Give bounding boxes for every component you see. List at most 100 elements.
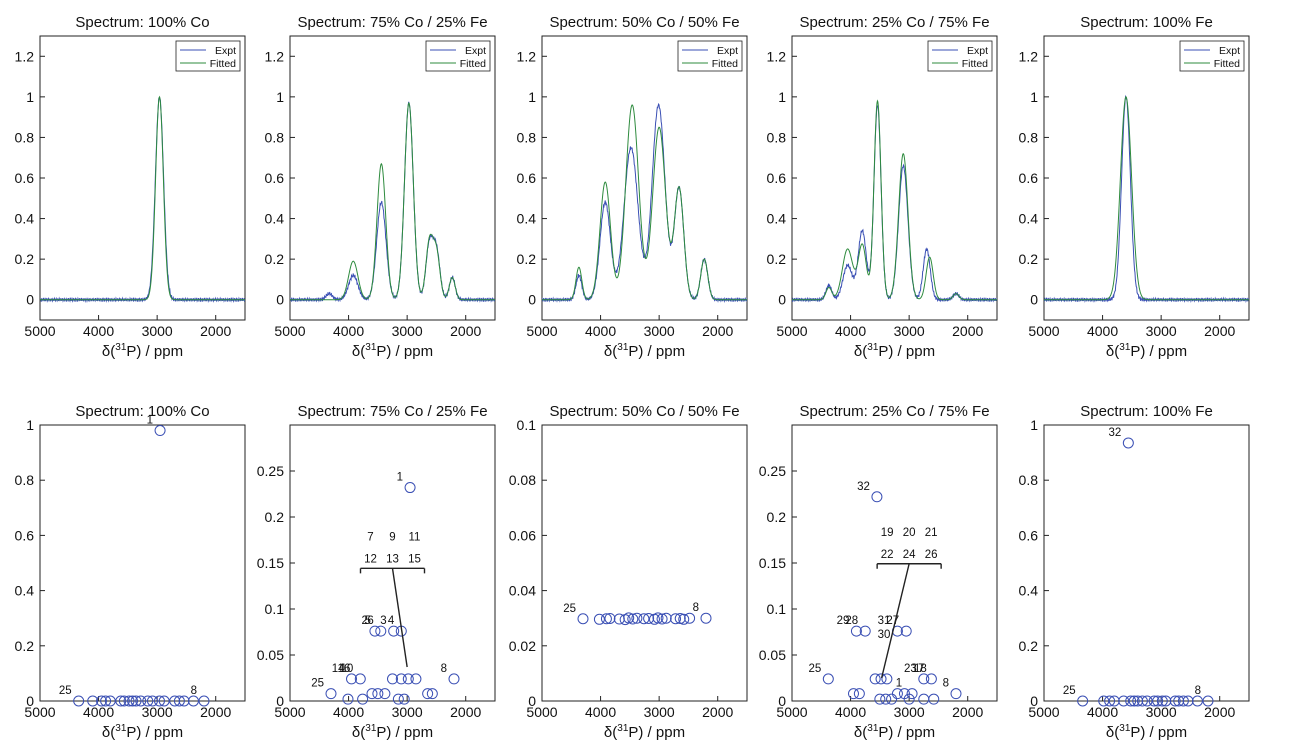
point-label: 4 bbox=[388, 615, 395, 627]
x-tick-label: 3000 bbox=[142, 704, 173, 720]
y-tick-label: 1.2 bbox=[767, 48, 787, 64]
data-point bbox=[392, 693, 404, 705]
data-point bbox=[1173, 695, 1185, 707]
y-tick-label: 0 bbox=[276, 292, 284, 308]
y-tick-label: 0 bbox=[778, 292, 786, 308]
chart-title: Spectrum: 25% Co / 75% Fe bbox=[799, 14, 989, 31]
data-point bbox=[372, 688, 384, 700]
y-tick-label: 0.2 bbox=[767, 509, 787, 525]
x-axis-label: δ(31P) / ppm bbox=[352, 723, 433, 741]
legend-label: Fitted bbox=[712, 58, 738, 70]
x-tick-label: 3000 bbox=[644, 704, 675, 720]
y-tick-label: 0 bbox=[1030, 292, 1038, 308]
chart-title: Spectrum: 100% Fe bbox=[1080, 14, 1213, 31]
data-point bbox=[346, 673, 357, 685]
data-point bbox=[115, 695, 127, 707]
y-tick-label: 0 bbox=[528, 292, 536, 308]
y-tick-label: 0.6 bbox=[15, 527, 35, 543]
x-tick-label: 2000 bbox=[702, 704, 733, 720]
series-line-expt bbox=[40, 96, 245, 304]
panel-2: Spectrum: 75% Co / 25% Fe 5000 4000 3000 200… bbox=[265, 14, 496, 360]
y-tick-label: 0.1 bbox=[767, 601, 787, 617]
panel-3: Spectrum: 50% Co / 50% Fe 5000 4000 3000 200… bbox=[517, 14, 748, 360]
y-tick-label: 0 bbox=[1030, 693, 1038, 709]
x-tick-label: 5000 bbox=[24, 704, 55, 720]
data-point bbox=[104, 695, 116, 707]
group-leader bbox=[391, 568, 408, 668]
data-point bbox=[891, 688, 903, 700]
y-tick-label: 0.6 bbox=[1019, 170, 1039, 186]
legend-label: Fitted bbox=[460, 58, 486, 70]
x-axis-label: δ(31P) / ppm bbox=[352, 342, 433, 360]
data-point bbox=[395, 673, 407, 685]
y-tick-label: 0.08 bbox=[509, 472, 536, 488]
group-label: 26 bbox=[925, 549, 938, 561]
point-label: 31 bbox=[878, 615, 891, 627]
data-point bbox=[850, 625, 862, 637]
legend-box bbox=[425, 40, 491, 72]
x-axis-label: δ(31P) / ppm bbox=[1106, 723, 1187, 741]
data-point bbox=[1152, 695, 1164, 707]
data-point bbox=[623, 612, 635, 624]
data-point bbox=[169, 695, 181, 707]
data-point bbox=[906, 688, 918, 700]
data-point bbox=[880, 693, 892, 705]
point-label: 8 bbox=[191, 685, 197, 697]
data-point bbox=[448, 673, 460, 685]
data-point bbox=[402, 673, 414, 685]
y-tick-label: 0.2 bbox=[265, 251, 285, 267]
data-point bbox=[875, 673, 887, 685]
data-point bbox=[638, 613, 650, 625]
data-point bbox=[410, 673, 422, 685]
data-point bbox=[950, 688, 962, 700]
data-point bbox=[918, 673, 930, 685]
y-tick-label: 0.15 bbox=[759, 555, 786, 571]
x-tick-label: 4000 bbox=[333, 323, 364, 339]
data-point bbox=[369, 625, 381, 637]
panel-5: Spectrum: 100% Fe 5000 4000 3000 2000 0 0.2 0.4… bbox=[1019, 14, 1250, 360]
axes-box bbox=[791, 424, 998, 702]
y-tick-label: 0.4 bbox=[15, 583, 35, 599]
legend-label: Fitted bbox=[1214, 58, 1240, 70]
point-label: 17 bbox=[912, 663, 925, 675]
data-point bbox=[118, 695, 130, 707]
y-tick-label: 1 bbox=[26, 417, 34, 433]
y-tick-label: 1 bbox=[1030, 89, 1038, 105]
y-tick-label: 0.6 bbox=[517, 170, 537, 186]
y-tick-label: 0.4 bbox=[517, 211, 537, 227]
series-line-expt bbox=[290, 101, 495, 303]
data-point bbox=[187, 695, 199, 707]
data-point bbox=[154, 425, 166, 437]
y-tick-label: 0.6 bbox=[265, 170, 285, 186]
x-axis-label: δ(31P) / ppm bbox=[102, 723, 183, 741]
data-point bbox=[1160, 695, 1172, 707]
group-label: 20 bbox=[903, 527, 916, 539]
x-tick-label: 4000 bbox=[835, 704, 866, 720]
data-point bbox=[918, 693, 930, 705]
data-point bbox=[387, 673, 398, 685]
data-point bbox=[881, 673, 893, 685]
data-point bbox=[1182, 695, 1194, 707]
x-tick-label: 5000 bbox=[526, 323, 557, 339]
axes-box bbox=[1043, 35, 1250, 321]
legend-box bbox=[175, 40, 241, 72]
point-label: 23 bbox=[904, 663, 917, 675]
y-tick-label: 0.06 bbox=[509, 527, 536, 543]
x-axis-label: δ(31P) / ppm bbox=[604, 723, 685, 741]
x-tick-label: 4000 bbox=[585, 704, 616, 720]
point-label: 16 bbox=[338, 663, 351, 675]
x-tick-label: 2000 bbox=[450, 323, 481, 339]
y-tick-label: 0.4 bbox=[1019, 583, 1039, 599]
x-tick-label: 4000 bbox=[585, 323, 616, 339]
data-point bbox=[1128, 695, 1140, 707]
data-point bbox=[627, 613, 639, 625]
x-tick-label: 4000 bbox=[1087, 323, 1118, 339]
series-line-fitted bbox=[1044, 96, 1249, 301]
x-tick-label: 2000 bbox=[450, 704, 481, 720]
y-tick-label: 0.4 bbox=[1019, 211, 1039, 227]
data-point bbox=[1156, 695, 1168, 707]
legend-label: Expt bbox=[967, 45, 988, 57]
point-label: 25 bbox=[809, 663, 822, 675]
